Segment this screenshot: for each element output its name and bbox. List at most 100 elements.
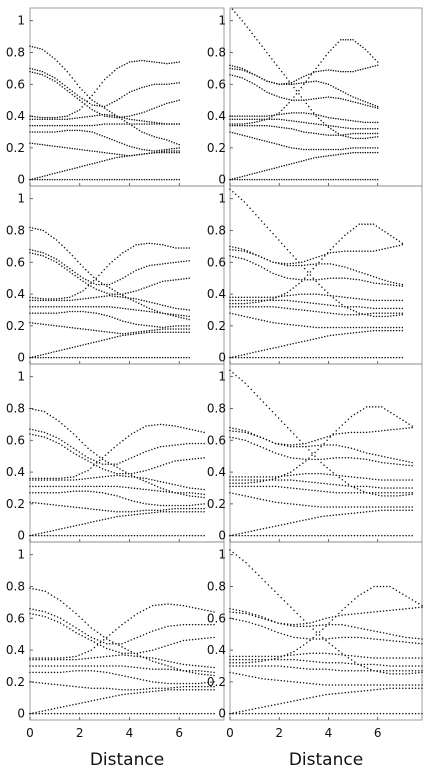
point-r1c1-s6 <box>123 115 126 118</box>
point-r2c2-s3 <box>372 312 375 314</box>
point-r4c2-s4 <box>366 663 369 666</box>
point-r4c1-s6 <box>59 622 62 624</box>
point-r1c2-s8 <box>268 80 271 83</box>
point-r2c2-s4 <box>301 301 303 303</box>
point-r3c2-s0 <box>235 534 237 537</box>
point-r2c2-s7 <box>378 277 381 280</box>
point-r3c1-s0 <box>75 534 78 537</box>
point-r2c2-s4 <box>375 307 378 310</box>
point-r1c2-s1 <box>298 161 300 163</box>
point-r3c2-s1 <box>393 509 395 511</box>
point-r1c1-s9 <box>64 115 66 118</box>
point-r2c2-s4 <box>321 303 323 305</box>
point-r3c2-s2 <box>387 506 389 508</box>
point-r3c2-s8 <box>344 432 347 434</box>
point-r1c1-s0 <box>56 178 59 181</box>
point-r2c1-s2 <box>34 322 37 325</box>
point-r1c1-s6 <box>54 80 56 82</box>
point-r1c1-s5 <box>103 113 106 116</box>
point-r3c1-s9 <box>177 425 179 428</box>
point-r2c2-s3 <box>286 307 289 310</box>
point-r2c1-s4 <box>185 315 188 317</box>
point-r3c2-s7 <box>229 430 231 432</box>
point-r3c1-s1 <box>191 511 194 513</box>
point-r1c2-s9 <box>280 70 283 73</box>
point-r4c1-s0 <box>207 712 209 715</box>
point-r3c1-s1 <box>98 519 101 522</box>
point-r3c2-s5 <box>408 479 410 481</box>
point-r4c1-s1 <box>78 702 80 705</box>
point-r3c2-s1 <box>262 527 265 530</box>
point-r4c1-s2 <box>167 687 169 689</box>
point-r1c2-s4 <box>283 119 285 121</box>
point-r2c1-s8 <box>50 235 52 237</box>
point-r4c2-s6 <box>309 638 311 640</box>
point-r1c1-s2 <box>146 152 148 155</box>
point-r4c2-s4 <box>232 658 234 661</box>
point-r1c2-s8 <box>359 68 362 71</box>
point-r3c2-s1 <box>259 528 262 531</box>
point-r4c2-s6 <box>315 638 318 640</box>
point-r3c1-s7 <box>81 453 83 455</box>
point-r1c2-s5 <box>239 115 241 117</box>
point-r2c1-s6 <box>130 291 132 293</box>
point-r1c1-s5 <box>41 118 44 120</box>
point-r1c1-s0 <box>51 178 54 181</box>
point-r1c2-s4 <box>239 118 241 120</box>
point-r1c2-s5 <box>367 121 369 124</box>
point-r1c1-s6 <box>178 99 180 101</box>
point-r1c2-s6 <box>268 92 271 94</box>
point-r1c1-s5 <box>96 114 98 117</box>
point-r1c2-s4 <box>271 118 273 120</box>
point-r2c1-s1 <box>183 331 185 333</box>
point-r3c2-s0 <box>387 534 389 537</box>
point-r2c1-s7 <box>156 263 159 266</box>
point-r2c1-s9 <box>90 282 92 285</box>
point-r4c1-s4 <box>93 665 96 667</box>
point-r1c2-s4 <box>305 121 308 124</box>
point-r3c1-s3 <box>191 504 194 506</box>
point-r4c1-s7 <box>78 628 80 631</box>
point-r3c2-s4 <box>384 487 386 489</box>
point-r1c2-s0 <box>263 178 266 181</box>
point-r3c2-s5 <box>259 476 262 478</box>
point-r3c2-s9 <box>317 458 319 461</box>
point-r4c2-s1 <box>251 708 254 710</box>
point-r3c2-s3 <box>280 486 283 488</box>
point-r3c1-s6 <box>203 457 205 459</box>
point-r2c2-s4 <box>358 306 360 308</box>
point-r2c2-s0 <box>392 356 395 359</box>
point-r1c2-s2 <box>372 147 374 149</box>
point-r1c1-s2 <box>156 151 158 154</box>
point-r1c1-s8 <box>69 74 71 76</box>
point-r4c2-s3 <box>411 669 414 672</box>
y-tick-label: 1 <box>218 192 226 206</box>
point-r2c1-s9 <box>138 243 140 246</box>
point-r1c1-s1 <box>88 163 91 166</box>
point-r2c1-s6 <box>148 285 151 287</box>
point-r2c1-s9 <box>29 296 31 298</box>
point-r2c1-s9 <box>156 243 159 245</box>
point-r3c2-s9 <box>250 388 253 391</box>
point-r4c1-s2 <box>173 686 175 689</box>
point-r2c1-s5 <box>87 297 90 299</box>
point-r2c1-s9 <box>84 287 87 290</box>
point-r2c1-s5 <box>153 302 156 305</box>
point-r4c2-s4 <box>392 665 394 667</box>
point-r1c1-s8 <box>96 102 98 105</box>
point-r4c1-s3 <box>90 669 93 672</box>
point-r3c2-s4 <box>362 485 365 488</box>
point-r3c2-s3 <box>335 491 338 494</box>
point-r3c2-s4 <box>247 479 249 481</box>
point-r1c2-s10 <box>372 56 374 58</box>
point-r2c1-s5 <box>61 299 63 302</box>
point-r4c2-s3 <box>251 665 254 667</box>
point-r1c1-s6 <box>106 115 108 118</box>
point-r1c2-s9 <box>268 54 271 57</box>
point-r1c2-s9 <box>337 132 340 135</box>
point-r4c1-s0 <box>139 712 142 715</box>
point-r4c1-s0 <box>47 712 50 715</box>
point-r1c2-s8 <box>310 72 312 75</box>
point-r3c1-s2 <box>107 510 110 512</box>
